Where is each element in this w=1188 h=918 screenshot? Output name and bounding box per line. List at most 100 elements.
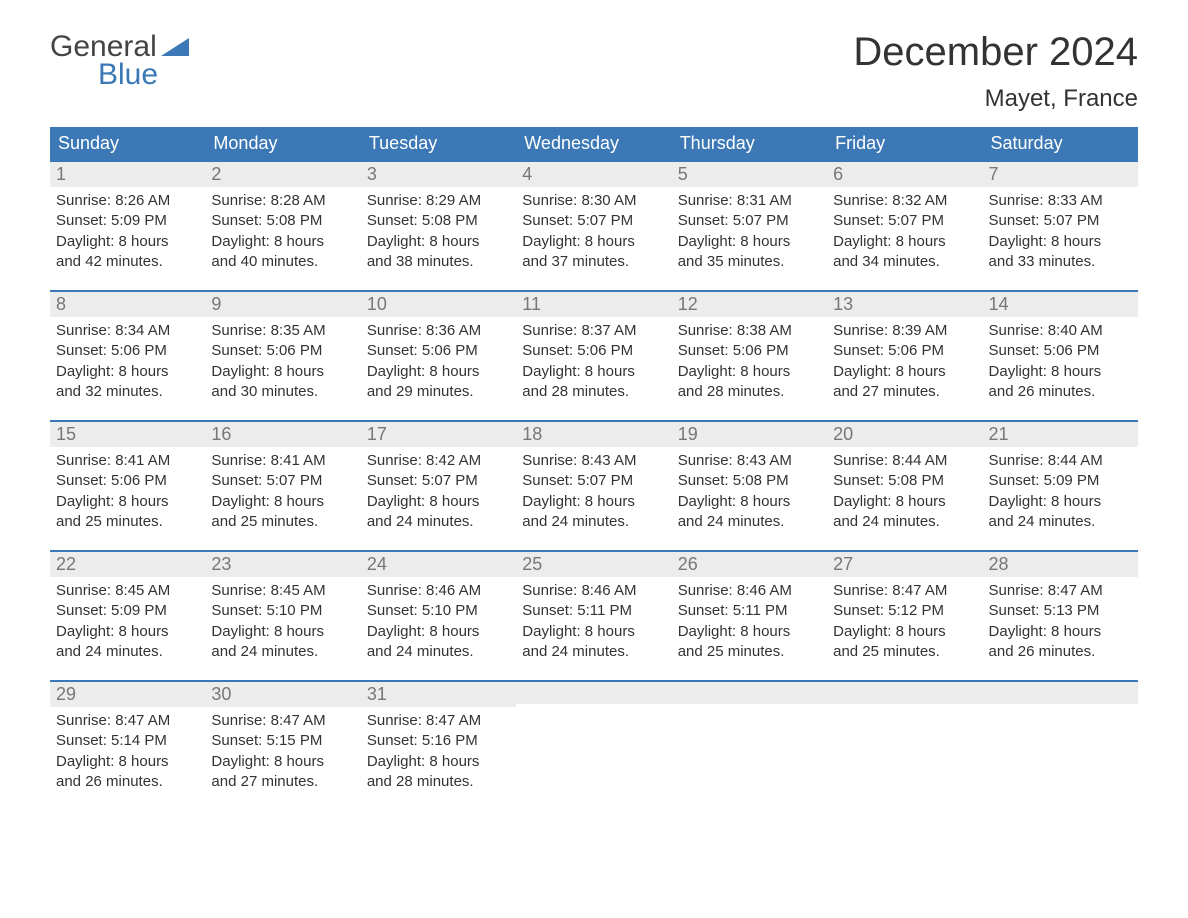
day-d1: Daylight: 8 hours [678, 232, 821, 252]
day-sunset: Sunset: 5:08 PM [678, 471, 821, 491]
day-number-row: 1 [50, 162, 205, 187]
day-d2: and 34 minutes. [833, 252, 976, 272]
day-cell: 13Sunrise: 8:39 AMSunset: 5:06 PMDayligh… [827, 292, 982, 420]
day-sunrise: Sunrise: 8:47 AM [833, 581, 976, 601]
day-sunrise: Sunrise: 8:47 AM [989, 581, 1132, 601]
day-d2: and 24 minutes. [678, 512, 821, 532]
day-d1: Daylight: 8 hours [367, 232, 510, 252]
day-number: 11 [522, 294, 541, 314]
day-d1: Daylight: 8 hours [367, 492, 510, 512]
day-d1: Daylight: 8 hours [833, 622, 976, 642]
day-sunset: Sunset: 5:14 PM [56, 731, 199, 751]
day-sunset: Sunset: 5:08 PM [367, 211, 510, 231]
day-number-row: 15 [50, 422, 205, 447]
day-cell: 12Sunrise: 8:38 AMSunset: 5:06 PMDayligh… [672, 292, 827, 420]
day-sunset: Sunset: 5:07 PM [678, 211, 821, 231]
day-cell [672, 682, 827, 810]
day-sunrise: Sunrise: 8:26 AM [56, 191, 199, 211]
day-d1: Daylight: 8 hours [56, 622, 199, 642]
day-d1: Daylight: 8 hours [56, 362, 199, 382]
month-title: December 2024 [853, 30, 1138, 75]
day-number-row: 17 [361, 422, 516, 447]
day-sunrise: Sunrise: 8:45 AM [211, 581, 354, 601]
day-d1: Daylight: 8 hours [56, 752, 199, 772]
day-sunrise: Sunrise: 8:46 AM [522, 581, 665, 601]
day-number: 12 [678, 294, 698, 314]
day-number: 20 [833, 424, 853, 444]
day-d2: and 25 minutes. [56, 512, 199, 532]
day-number-row: 25 [516, 552, 671, 577]
week-row: 29Sunrise: 8:47 AMSunset: 5:14 PMDayligh… [50, 680, 1138, 810]
day-sunrise: Sunrise: 8:46 AM [367, 581, 510, 601]
day-number-row: 18 [516, 422, 671, 447]
day-d1: Daylight: 8 hours [367, 362, 510, 382]
day-sunrise: Sunrise: 8:47 AM [211, 711, 354, 731]
day-sunrise: Sunrise: 8:29 AM [367, 191, 510, 211]
day-number-row: 7 [983, 162, 1138, 187]
day-number-row: 23 [205, 552, 360, 577]
day-sunrise: Sunrise: 8:47 AM [367, 711, 510, 731]
page: General Blue December 2024 Mayet, France… [0, 0, 1188, 840]
week-row: 15Sunrise: 8:41 AMSunset: 5:06 PMDayligh… [50, 420, 1138, 550]
day-cell: 28Sunrise: 8:47 AMSunset: 5:13 PMDayligh… [983, 552, 1138, 680]
day-d2: and 26 minutes. [56, 772, 199, 792]
title-block: December 2024 Mayet, France [853, 30, 1138, 113]
day-sunset: Sunset: 5:09 PM [989, 471, 1132, 491]
day-sunrise: Sunrise: 8:33 AM [989, 191, 1132, 211]
day-d2: and 42 minutes. [56, 252, 199, 272]
day-sunset: Sunset: 5:12 PM [833, 601, 976, 621]
dow-friday: Friday [827, 127, 982, 160]
day-d1: Daylight: 8 hours [522, 622, 665, 642]
day-d1: Daylight: 8 hours [833, 362, 976, 382]
day-cell: 5Sunrise: 8:31 AMSunset: 5:07 PMDaylight… [672, 162, 827, 290]
day-number: 3 [367, 164, 377, 184]
day-sunset: Sunset: 5:10 PM [211, 601, 354, 621]
day-d1: Daylight: 8 hours [211, 232, 354, 252]
dow-monday: Monday [205, 127, 360, 160]
day-d2: and 38 minutes. [367, 252, 510, 272]
day-d1: Daylight: 8 hours [522, 232, 665, 252]
dow-sunday: Sunday [50, 127, 205, 160]
day-number-row: 5 [672, 162, 827, 187]
logo: General Blue [50, 30, 189, 92]
day-cell [983, 682, 1138, 810]
day-sunrise: Sunrise: 8:28 AM [211, 191, 354, 211]
day-d2: and 28 minutes. [367, 772, 510, 792]
day-d1: Daylight: 8 hours [56, 232, 199, 252]
day-sunset: Sunset: 5:06 PM [367, 341, 510, 361]
day-d2: and 35 minutes. [678, 252, 821, 272]
day-d2: and 28 minutes. [522, 382, 665, 402]
day-d1: Daylight: 8 hours [522, 362, 665, 382]
day-sunset: Sunset: 5:06 PM [833, 341, 976, 361]
day-d2: and 28 minutes. [678, 382, 821, 402]
day-sunrise: Sunrise: 8:40 AM [989, 321, 1132, 341]
day-number-row: 2 [205, 162, 360, 187]
dow-saturday: Saturday [983, 127, 1138, 160]
day-sunrise: Sunrise: 8:42 AM [367, 451, 510, 471]
day-number-row: 24 [361, 552, 516, 577]
day-sunset: Sunset: 5:15 PM [211, 731, 354, 751]
day-d1: Daylight: 8 hours [678, 362, 821, 382]
day-number-row: 21 [983, 422, 1138, 447]
day-cell: 3 Sunrise: 8:29 AMSunset: 5:08 PMDaylight… [361, 162, 516, 290]
day-cell: 9Sunrise: 8:35 AMSunset: 5:06 PMDaylight… [205, 292, 360, 420]
day-cell: 18Sunrise: 8:43 AMSunset: 5:07 PMDayligh… [516, 422, 671, 550]
day-sunset: Sunset: 5:06 PM [211, 341, 354, 361]
day-number: 22 [56, 554, 76, 574]
day-cell: 30Sunrise: 8:47 AMSunset: 5:15 PMDayligh… [205, 682, 360, 810]
location: Mayet, France [853, 85, 1138, 113]
day-d2: and 27 minutes. [833, 382, 976, 402]
day-number-row: 31 [361, 682, 516, 707]
day-d2: and 24 minutes. [522, 642, 665, 662]
day-d2: and 26 minutes. [989, 642, 1132, 662]
day-number: 23 [211, 554, 231, 574]
day-d1: Daylight: 8 hours [367, 752, 510, 772]
day-number: 1 [56, 164, 66, 184]
day-number: 28 [989, 554, 1009, 574]
day-sunrise: Sunrise: 8:30 AM [522, 191, 665, 211]
day-number: 2 [211, 164, 221, 184]
day-sunrise: Sunrise: 8:43 AM [678, 451, 821, 471]
day-cell: 20Sunrise: 8:44 AMSunset: 5:08 PMDayligh… [827, 422, 982, 550]
day-d2: and 26 minutes. [989, 382, 1132, 402]
day-d1: Daylight: 8 hours [989, 362, 1132, 382]
